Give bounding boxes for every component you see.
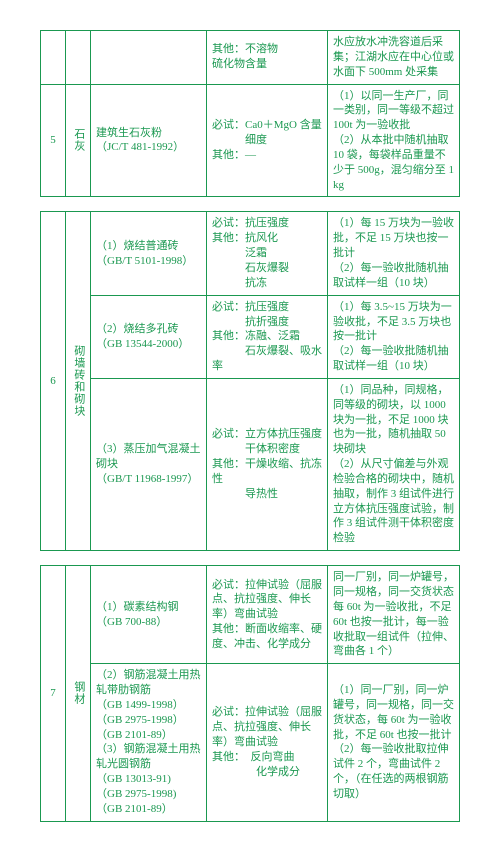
- category-cell: 石灰: [66, 84, 91, 197]
- test-cell: 必试：抗压强度其他：抗风化 泛霜 石灰爆裂 抗冻: [207, 212, 328, 295]
- test-cell: 必试：抗压强度 抗折强度其他：冻融、泛霜 石灰爆裂、吸水率: [207, 295, 328, 378]
- table-row: 6砌墙砖和砌块（1）烧结普通砖（GB/T 5101-1998）必试：抗压强度其他…: [41, 212, 460, 295]
- standard-cell: 建筑生石灰粉（JC/T 481-1992）: [91, 84, 207, 197]
- data-table: 6砌墙砖和砌块（1）烧结普通砖（GB/T 5101-1998）必试：抗压强度其他…: [40, 211, 460, 551]
- index-cell: 5: [41, 84, 66, 197]
- standard-cell: （2）烧结多孔砖（GB 13544-2000）: [91, 295, 207, 378]
- index-cell: 6: [41, 212, 66, 551]
- standard-cell: （1）碳素结构钢（GB 700-88）: [91, 566, 207, 664]
- index-cell: [41, 31, 66, 85]
- standard-cell: （1）烧结普通砖（GB/T 5101-1998）: [91, 212, 207, 295]
- batch-cell: （1）同品种，同规格，同等级的砌块，以 1000 块为一批，不足 1000 块也…: [328, 378, 460, 550]
- category-cell: 砌墙砖和砌块: [66, 212, 91, 551]
- table-row: 7钢材（1）碳素结构钢（GB 700-88）必试：拉伸试验（屈服点、抗拉强度、伸…: [41, 566, 460, 664]
- batch-cell: （1）每 3.5~15 万块为一验收批，不足 3.5 万块也按一批计（2）每一验…: [328, 295, 460, 378]
- table-row: （2）钢筋混凝土用热轧带肋钢筋（GB 1499-1998）（GB 2975-19…: [41, 664, 460, 821]
- batch-cell: 水应放水冲洗容道后采集；江湖水应在中心位或水面下 500mm 处采集: [328, 31, 460, 85]
- test-cell: 必试：立方体抗压强度 干体积密度其他：干燥收缩、抗冻性 导热性: [207, 378, 328, 550]
- standard-cell: （3）蒸压加气混凝土砌块（GB/T 11968-1997）: [91, 378, 207, 550]
- test-cell: 必试：Ca0＋MgO 含量 细度其他：—: [207, 84, 328, 197]
- batch-cell: （1）同一厂别，同一炉罐号，同一规格，同一交货状态，每 60t 为一验收批，不足…: [328, 664, 460, 821]
- test-cell: 必试：拉伸试验（屈服点、抗拉强度、伸长率）弯曲试验其他： 反向弯曲 化学成分: [207, 664, 328, 821]
- data-table: 7钢材（1）碳素结构钢（GB 700-88）必试：拉伸试验（屈服点、抗拉强度、伸…: [40, 565, 460, 822]
- category-cell: 钢材: [66, 566, 91, 822]
- data-table: 其他：不溶物硫化物含量水应放水冲洗容道后采集；江湖水应在中心位或水面下 500m…: [40, 30, 460, 197]
- index-cell: 7: [41, 566, 66, 822]
- batch-cell: （1）以同一生产厂，同一类别，同一等级不超过 100t 为一验收批（2）从本批中…: [328, 84, 460, 197]
- table-row: （2）烧结多孔砖（GB 13544-2000）必试：抗压强度 抗折强度其他：冻融…: [41, 295, 460, 378]
- table-row: 其他：不溶物硫化物含量水应放水冲洗容道后采集；江湖水应在中心位或水面下 500m…: [41, 31, 460, 85]
- batch-cell: （1）每 15 万块为一验收批，不足 15 万块也按一批计（2）每一验收批随机抽…: [328, 212, 460, 295]
- table-row: 5石灰建筑生石灰粉（JC/T 481-1992）必试：Ca0＋MgO 含量 细度…: [41, 84, 460, 197]
- table-row: （3）蒸压加气混凝土砌块（GB/T 11968-1997）必试：立方体抗压强度 …: [41, 378, 460, 550]
- standard-cell: （2）钢筋混凝土用热轧带肋钢筋（GB 1499-1998）（GB 2975-19…: [91, 664, 207, 821]
- category-cell: [66, 31, 91, 85]
- batch-cell: 同一厂别，同一炉罐号，同一规格，同一交货状态每 60t 为一验收批，不足 60t…: [328, 566, 460, 664]
- test-cell: 其他：不溶物硫化物含量: [207, 31, 328, 85]
- standard-cell: [91, 31, 207, 85]
- test-cell: 必试：拉伸试验（屈服点、抗拉强度、伸长率）弯曲试验其他：断面收缩率、硬度、冲击、…: [207, 566, 328, 664]
